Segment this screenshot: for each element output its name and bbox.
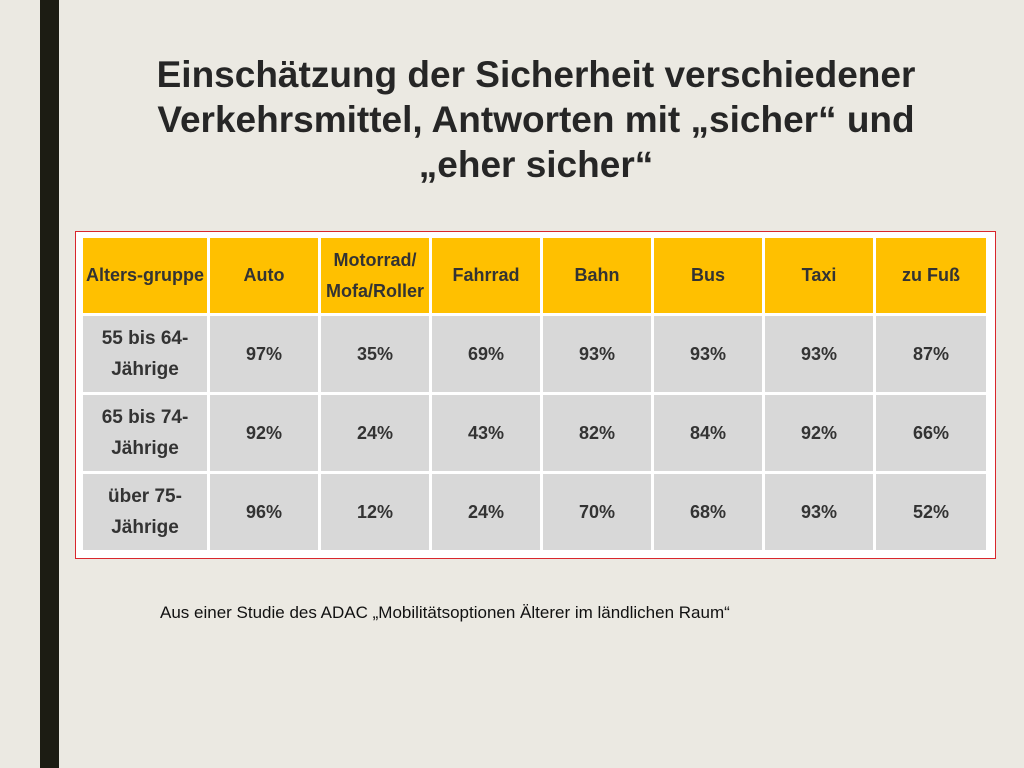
table-cell: 35% xyxy=(321,316,429,392)
table-cell: 84% xyxy=(654,395,762,471)
table-cell: 24% xyxy=(432,474,540,550)
table-cell: 68% xyxy=(654,474,762,550)
table-frame: Alters-gruppe Auto Motorrad/ Mofa/Roller… xyxy=(75,231,996,559)
table-cell: 70% xyxy=(543,474,651,550)
header-cell-age-group: Alters-gruppe xyxy=(83,238,207,313)
table-cell-age-group: 55 bis 64-Jährige xyxy=(83,316,207,392)
header-cell-bahn: Bahn xyxy=(543,238,651,313)
header-cell-fahrrad: Fahrrad xyxy=(432,238,540,313)
table-cell: 97% xyxy=(210,316,318,392)
source-note: Aus einer Studie des ADAC „Mobilitätsopt… xyxy=(160,603,730,622)
table-cell: 24% xyxy=(321,395,429,471)
table-row: über 75-Jährige 96% 12% 24% 70% 68% 93% … xyxy=(83,474,986,550)
table-row: 55 bis 64-Jährige 97% 35% 69% 93% 93% 93… xyxy=(83,316,986,392)
header-cell-motorrad: Motorrad/ Mofa/Roller xyxy=(321,238,429,313)
table-cell: 52% xyxy=(876,474,986,550)
header-cell-zu-fuss: zu Fuß xyxy=(876,238,986,313)
table-cell: 96% xyxy=(210,474,318,550)
table-cell: 66% xyxy=(876,395,986,471)
table-cell: 43% xyxy=(432,395,540,471)
table-cell: 12% xyxy=(321,474,429,550)
header-row: Alters-gruppe Auto Motorrad/ Mofa/Roller… xyxy=(83,238,986,313)
table-cell-age-group: über 75-Jährige xyxy=(83,474,207,550)
table-cell: 82% xyxy=(543,395,651,471)
table-cell: 69% xyxy=(432,316,540,392)
table-cell: 93% xyxy=(765,316,873,392)
table-cell-age-group: 65 bis 74-Jährige xyxy=(83,395,207,471)
safety-table: Alters-gruppe Auto Motorrad/ Mofa/Roller… xyxy=(80,235,989,553)
table-cell: 87% xyxy=(876,316,986,392)
header-cell-auto: Auto xyxy=(210,238,318,313)
table-cell: 93% xyxy=(654,316,762,392)
slide-title: Einschätzung der Sicherheit verschiedene… xyxy=(156,54,916,185)
table-cell: 93% xyxy=(543,316,651,392)
table-row: 65 bis 74-Jährige 92% 24% 43% 82% 84% 92… xyxy=(83,395,986,471)
table-cell: 93% xyxy=(765,474,873,550)
header-cell-taxi: Taxi xyxy=(765,238,873,313)
table-cell: 92% xyxy=(765,395,873,471)
table-cell: 92% xyxy=(210,395,318,471)
left-accent-bar xyxy=(40,0,59,768)
header-cell-bus: Bus xyxy=(654,238,762,313)
